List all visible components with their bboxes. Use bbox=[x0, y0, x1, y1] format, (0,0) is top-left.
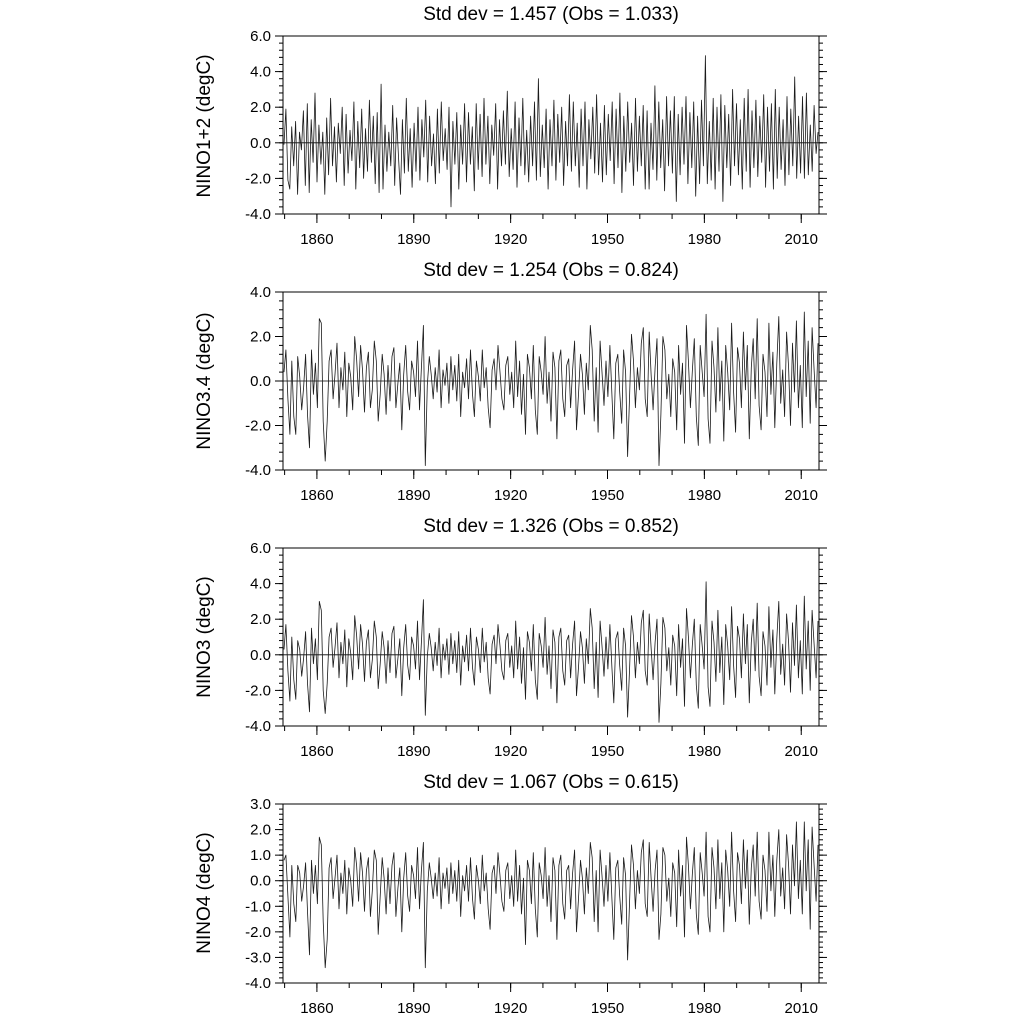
y-tick-label: -1.0 bbox=[245, 898, 271, 915]
y-tick-label: 0.0 bbox=[250, 647, 271, 664]
y-tick-label: -2.0 bbox=[245, 418, 271, 435]
panel-nino34: Std dev = 1.254 (Obs = 0.824) NINO3.4 (d… bbox=[194, 260, 827, 504]
plot-area: -4.0 -3.0 -2.0 -1.0 0.0 1.0 2.0 3.0 1860 1890 1920… bbox=[245, 796, 827, 1017]
y-tick-label: -4.0 bbox=[245, 718, 271, 735]
panel-title: Std dev = 1.067 (Obs = 0.615) bbox=[423, 772, 679, 793]
y-axis-label: NINO1+2 (degC) bbox=[194, 54, 215, 197]
series-line bbox=[283, 821, 819, 969]
x-tick-label: 1980 bbox=[688, 231, 721, 248]
y-axis-label: NINO3.4 (degC) bbox=[194, 312, 215, 449]
y-axis-label: NINO3 (degC) bbox=[194, 576, 215, 697]
y-tick-label: 2.0 bbox=[250, 99, 271, 116]
y-tick-label: 4.0 bbox=[250, 576, 271, 593]
x-tick-label: 1890 bbox=[397, 231, 430, 248]
x-tick-label: 1950 bbox=[591, 1000, 624, 1017]
y-tick-label: 2.0 bbox=[250, 329, 271, 346]
y-tick-label: 0.0 bbox=[250, 373, 271, 390]
x-tick-label: 2010 bbox=[785, 1000, 818, 1017]
y-tick-label: -2.0 bbox=[245, 924, 271, 941]
x-tick-label: 1860 bbox=[300, 1000, 333, 1017]
panel-nino3: Std dev = 1.326 (Obs = 0.852) NINO3 (deg… bbox=[194, 516, 827, 760]
y-tick-label: -4.0 bbox=[245, 462, 271, 479]
axes-frame bbox=[282, 803, 820, 984]
y-tick-label: 0.0 bbox=[250, 873, 271, 890]
x-tick-label: 1860 bbox=[300, 487, 333, 504]
plot-area: -4.0 -2.0 0.0 2.0 4.0 6.0 1860 1890 1920 1950 1980… bbox=[245, 28, 827, 248]
panel-title: Std dev = 1.254 (Obs = 0.824) bbox=[423, 260, 679, 281]
axes-frame bbox=[282, 35, 820, 215]
y-tick-label: -4.0 bbox=[245, 206, 271, 223]
y-tick-label: -2.0 bbox=[245, 170, 271, 187]
y-tick-label: 4.0 bbox=[250, 64, 271, 81]
panel-title: Std dev = 1.326 (Obs = 0.852) bbox=[423, 516, 679, 537]
panel-title: Std dev = 1.457 (Obs = 1.033) bbox=[423, 4, 679, 25]
x-tick-label: 1890 bbox=[397, 743, 430, 760]
x-tick-label: 1980 bbox=[688, 743, 721, 760]
y-tick-label: 1.0 bbox=[250, 847, 271, 864]
x-tick-label: 1980 bbox=[688, 487, 721, 504]
x-tick-label: 1920 bbox=[494, 231, 527, 248]
x-tick-label: 1920 bbox=[494, 743, 527, 760]
y-tick-label: 6.0 bbox=[250, 540, 271, 557]
x-tick-label: 1980 bbox=[688, 1000, 721, 1017]
plot-area: -4.0 -2.0 0.0 2.0 4.0 6.0 1860 1890 1920 1950 1980… bbox=[245, 540, 827, 760]
x-tick-label: 1890 bbox=[397, 1000, 430, 1017]
y-tick-label: 2.0 bbox=[250, 822, 271, 839]
y-tick-label: 6.0 bbox=[250, 28, 271, 45]
x-tick-label: 1920 bbox=[494, 1000, 527, 1017]
series-line bbox=[283, 311, 819, 467]
x-tick-label: 2010 bbox=[785, 231, 818, 248]
series-line bbox=[283, 581, 819, 723]
axes-frame bbox=[282, 547, 820, 727]
x-tick-label: 1860 bbox=[300, 743, 333, 760]
plot-area: -4.0 -2.0 0.0 2.0 4.0 1860 1890 1920 1950 1980 201… bbox=[245, 284, 827, 504]
panel-nino4: Std dev = 1.067 (Obs = 0.615) NINO4 (deg… bbox=[194, 772, 827, 1017]
y-tick-label: -4.0 bbox=[245, 975, 271, 992]
x-tick-label: 2010 bbox=[785, 743, 818, 760]
y-tick-label: -3.0 bbox=[245, 949, 271, 966]
y-axis-label: NINO4 (degC) bbox=[194, 832, 215, 953]
x-tick-label: 1890 bbox=[397, 487, 430, 504]
panel-nino12: Std dev = 1.457 (Obs = 1.033) NINO1+2 (d… bbox=[194, 4, 827, 248]
y-tick-label: 3.0 bbox=[250, 796, 271, 813]
x-tick-label: 1950 bbox=[591, 231, 624, 248]
x-tick-label: 1950 bbox=[591, 487, 624, 504]
x-tick-label: 2010 bbox=[785, 487, 818, 504]
y-tick-label: -2.0 bbox=[245, 682, 271, 699]
y-tick-label: 2.0 bbox=[250, 611, 271, 628]
y-tick-label: 0.0 bbox=[250, 135, 271, 152]
x-tick-label: 1860 bbox=[300, 231, 333, 248]
x-tick-label: 1950 bbox=[591, 743, 624, 760]
y-tick-label: 4.0 bbox=[250, 284, 271, 301]
x-tick-label: 1920 bbox=[494, 487, 527, 504]
series-line bbox=[283, 55, 819, 208]
axes-frame bbox=[282, 291, 820, 471]
